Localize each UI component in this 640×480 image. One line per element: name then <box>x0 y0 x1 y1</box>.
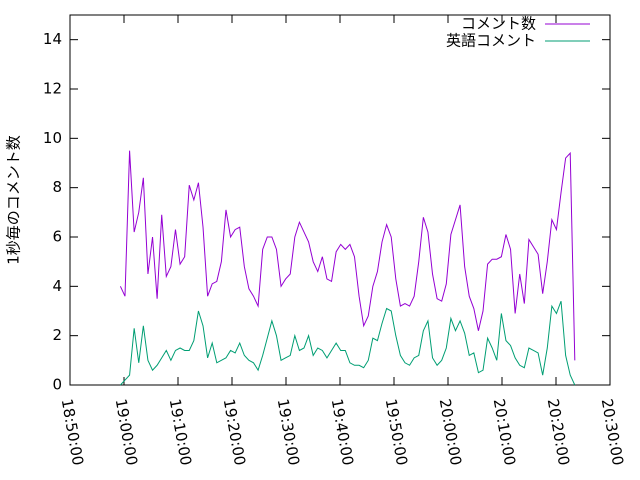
x-tick-label: 20:00:00 <box>436 397 465 466</box>
legend-label: 英語コメント <box>446 32 536 50</box>
y-tick-label: 6 <box>52 228 62 246</box>
y-tick-label: 4 <box>52 277 62 295</box>
x-tick-label: 19:00:00 <box>112 397 141 466</box>
x-tick-label: 19:20:00 <box>220 397 249 466</box>
x-tick-label: 20:20:00 <box>544 397 573 466</box>
series-line <box>120 300 576 386</box>
y-tick-label: 14 <box>43 30 62 48</box>
x-tick-label: 20:30:00 <box>598 397 627 466</box>
x-tick-label: 19:40:00 <box>328 397 357 466</box>
y-tick-label: 0 <box>52 376 62 394</box>
y-tick-label: 8 <box>52 178 62 196</box>
x-tick-label: 19:50:00 <box>382 397 411 466</box>
x-tick-label: 20:10:00 <box>490 397 519 466</box>
x-tick-label: 18:50:00 <box>58 397 87 466</box>
y-tick-label: 12 <box>43 80 62 98</box>
y-axis-label: 1秒毎のコメント数 <box>5 135 23 265</box>
y-tick-label: 2 <box>52 326 62 344</box>
x-tick-label: 19:30:00 <box>274 397 303 466</box>
legend-label: コメント数 <box>461 15 536 33</box>
x-tick-label: 19:10:00 <box>166 397 195 466</box>
plot-border <box>69 14 611 386</box>
series-line <box>119 150 576 361</box>
y-tick-label: 10 <box>43 129 62 147</box>
